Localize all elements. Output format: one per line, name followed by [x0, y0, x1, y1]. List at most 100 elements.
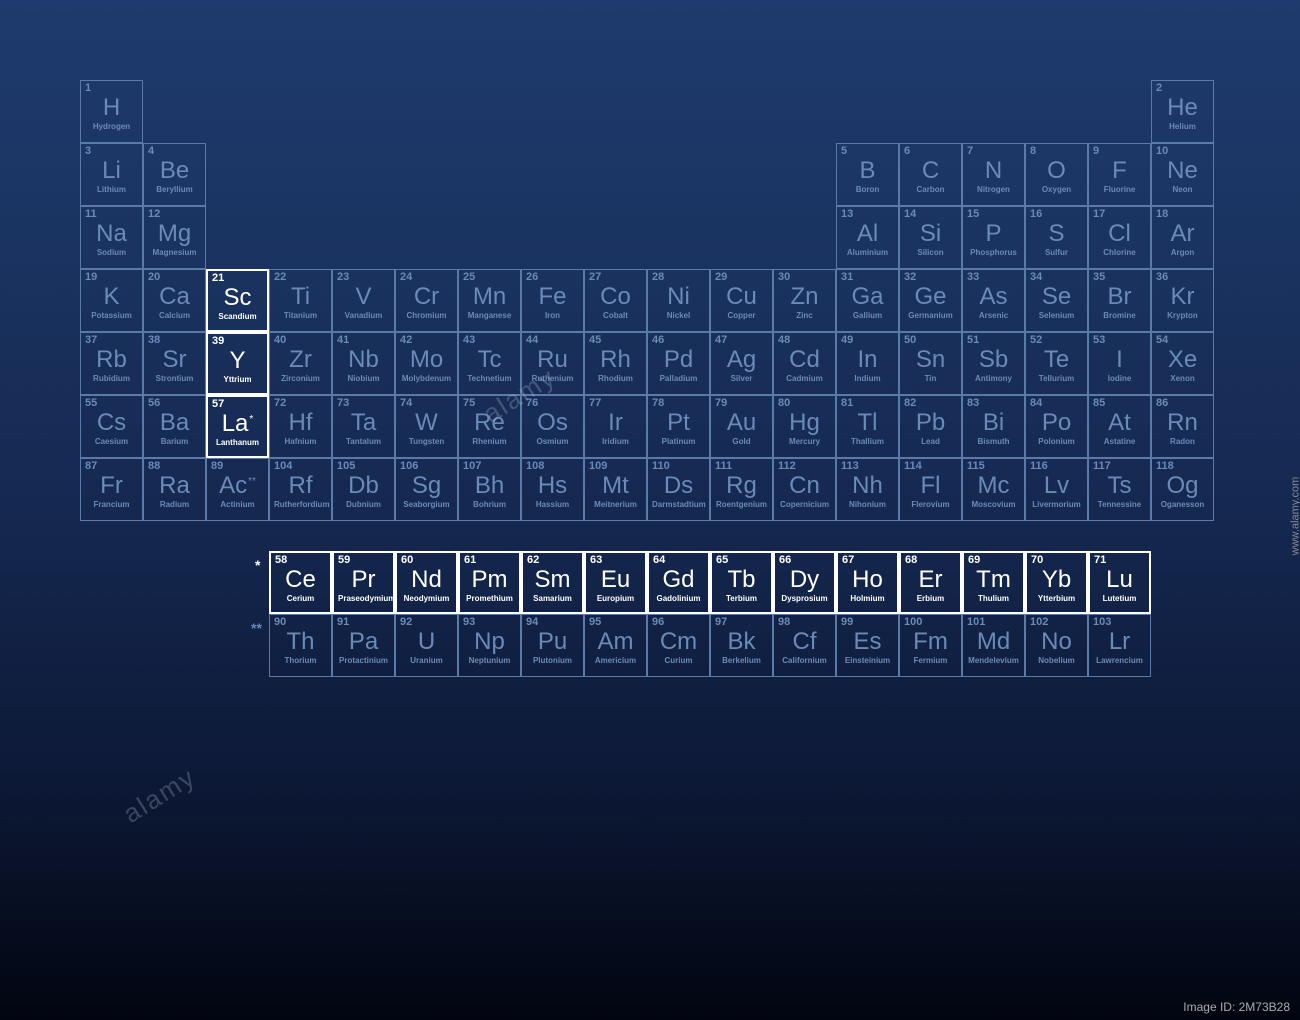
element-symbol: V	[337, 285, 390, 309]
atomic-number: 6	[904, 146, 957, 157]
atomic-number: 37	[85, 335, 138, 346]
element-symbol: Rb	[85, 348, 138, 372]
atomic-number: 49	[841, 335, 894, 346]
element-symbol: Mn	[463, 285, 516, 309]
atomic-number: 5	[841, 146, 894, 157]
element-cell-lu: 71LuLutetium	[1088, 551, 1151, 614]
element-symbol: Na	[85, 222, 138, 246]
element-symbol: Sb	[967, 348, 1020, 372]
element-cell-co: 27CoCobalt	[584, 269, 647, 332]
atomic-number: 110	[652, 461, 705, 472]
element-name: Helium	[1156, 123, 1209, 131]
element-cell-rf: 104RfRutherfordium	[269, 458, 332, 521]
element-name: Phosphorus	[967, 249, 1020, 257]
atomic-number: 100	[904, 617, 957, 628]
element-symbol: Er	[905, 568, 956, 592]
element-symbol: Yb	[1031, 568, 1082, 592]
element-symbol: Ba	[148, 411, 201, 435]
atomic-number: 101	[967, 617, 1020, 628]
element-symbol: Eu	[590, 568, 641, 592]
atomic-number: 10	[1156, 146, 1209, 157]
element-name: Thulium	[968, 595, 1019, 603]
element-cell-zr: 40ZrZirconium	[269, 332, 332, 395]
element-symbol: Sm	[527, 568, 578, 592]
element-cell-eu: 63EuEuropium	[584, 551, 647, 614]
element-cell-li: 3LiLithium	[80, 143, 143, 206]
element-cell-ho: 67HoHolmium	[836, 551, 899, 614]
atomic-number: 43	[463, 335, 516, 346]
element-name: Thallium	[841, 438, 894, 446]
element-name: Zinc	[778, 312, 831, 320]
element-cell-ti: 22TiTitanium	[269, 269, 332, 332]
atomic-number: 118	[1156, 461, 1209, 472]
element-symbol: Pd	[652, 348, 705, 372]
element-symbol: Kr	[1156, 285, 1209, 309]
source-url-label: www.alamy.com	[1290, 477, 1300, 556]
element-name: Plutonium	[526, 657, 579, 665]
element-symbol: Sc	[212, 286, 263, 310]
element-cell-bi: 83BiBismuth	[962, 395, 1025, 458]
element-symbol: Rn	[1156, 411, 1209, 435]
element-symbol: U	[400, 630, 453, 654]
element-name: Nickel	[652, 312, 705, 320]
element-cell-bk: 97BkBerkelium	[710, 614, 773, 677]
atomic-number: 77	[589, 398, 642, 409]
element-cell-yb: 70YbYtterbium	[1025, 551, 1088, 614]
element-name: Copernicium	[778, 501, 831, 509]
element-name: Polonium	[1030, 438, 1083, 446]
element-cell-ga: 31GaGallium	[836, 269, 899, 332]
atomic-number: 52	[1030, 335, 1083, 346]
atomic-number: 88	[148, 461, 201, 472]
atomic-number: 66	[779, 555, 830, 566]
element-cell-k: 19KPotassium	[80, 269, 143, 332]
element-name: Beryllium	[148, 186, 201, 194]
atomic-number: 34	[1030, 272, 1083, 283]
element-name: Neodymium	[401, 595, 452, 603]
element-cell-bh: 107BhBohrium	[458, 458, 521, 521]
atomic-number: 45	[589, 335, 642, 346]
element-cell-f: 9FFluorine	[1088, 143, 1151, 206]
element-name: Lithium	[85, 186, 138, 194]
element-cell-cu: 29CuCopper	[710, 269, 773, 332]
element-symbol: Co	[589, 285, 642, 309]
element-symbol: Y	[212, 349, 263, 373]
element-symbol: C	[904, 159, 957, 183]
element-symbol: Mo	[400, 348, 453, 372]
atomic-number: 8	[1030, 146, 1083, 157]
element-symbol: Ac**	[211, 474, 264, 498]
element-symbol: F	[1093, 159, 1146, 183]
atomic-number: 35	[1093, 272, 1146, 283]
atomic-number: 9	[1093, 146, 1146, 157]
element-symbol: Bk	[715, 630, 768, 654]
atomic-number: 96	[652, 617, 705, 628]
element-symbol: Og	[1156, 474, 1209, 498]
atomic-number: 18	[1156, 209, 1209, 220]
element-name: Carbon	[904, 186, 957, 194]
element-name: Lanthanum	[212, 439, 263, 447]
element-cell-pu: 94PuPlutonium	[521, 614, 584, 677]
element-symbol: Tl	[841, 411, 894, 435]
element-name: Argon	[1156, 249, 1209, 257]
element-name: Flerovium	[904, 501, 957, 509]
atomic-number: 112	[778, 461, 831, 472]
element-symbol: No	[1030, 630, 1083, 654]
element-name: Holmium	[842, 595, 893, 603]
element-symbol: Cs	[85, 411, 138, 435]
element-name: Selenium	[1030, 312, 1083, 320]
atomic-number: 31	[841, 272, 894, 283]
element-name: Osmium	[526, 438, 579, 446]
element-cell-np: 93NpNeptunium	[458, 614, 521, 677]
element-symbol: Mg	[148, 222, 201, 246]
element-cell-ne: 10NeNeon	[1151, 143, 1214, 206]
element-symbol: Os	[526, 411, 579, 435]
element-name: Gold	[715, 438, 768, 446]
element-symbol: Am	[589, 630, 642, 654]
atomic-number: 89	[211, 461, 264, 472]
element-cell-am: 95AmAmericium	[584, 614, 647, 677]
atomic-number: 97	[715, 617, 768, 628]
element-cell-ta: 73TaTantalum	[332, 395, 395, 458]
element-symbol: Tc	[463, 348, 516, 372]
element-name: Lawrencium	[1093, 657, 1146, 665]
atomic-number: 63	[590, 555, 641, 566]
element-symbol: Ag	[715, 348, 768, 372]
